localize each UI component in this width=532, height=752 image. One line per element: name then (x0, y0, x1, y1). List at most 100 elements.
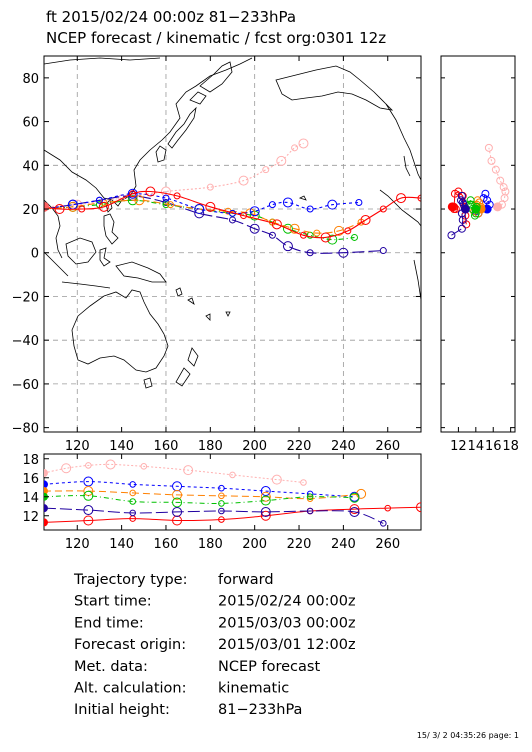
map-y-tick-label: 0 (31, 247, 39, 262)
map-y-tick-label: 60 (22, 116, 39, 131)
map-x-tick-label: 160 (154, 439, 179, 454)
map-x-tick-label: 240 (331, 439, 356, 454)
height-line-t5 (44, 507, 384, 524)
info-value: NCEP forecast (218, 659, 320, 675)
info-label: End time: (74, 615, 144, 631)
height-marker-t5 (349, 506, 360, 517)
right-marker-t6 (491, 165, 500, 174)
right-marker-t2 (481, 189, 490, 198)
trajectory-marker-t6 (206, 183, 214, 191)
map-x-tick-label: 220 (287, 439, 312, 454)
height-marker-t1 (218, 516, 225, 523)
trajectory-marker-t1 (379, 205, 387, 213)
trajectory-map-panel: 120 140 160 180 200 220 240 260806040200−20−40−… (12, 55, 422, 454)
coastlines (44, 57, 421, 389)
height-marker-t2 (218, 484, 225, 492)
trajectory-marker-t2 (194, 204, 205, 215)
right-marker-t5 (458, 198, 467, 207)
trajectory-marker-t5 (306, 249, 314, 257)
height-marker-t5 (380, 520, 387, 527)
trajectory-marker-t6 (160, 186, 171, 197)
height-x-tick-label: 220 (287, 537, 312, 552)
height-marker-t1 (349, 504, 360, 515)
map-y-tick-label: 20 (22, 203, 39, 218)
trajectory-marker-t4 (350, 233, 358, 241)
height-start-t2 (44, 480, 48, 489)
height-marker-t3 (218, 492, 225, 500)
height-marker-t6 (61, 463, 72, 474)
info-value: 81−233hPa (218, 702, 302, 718)
height-start-t1 (44, 518, 48, 527)
trajectory-marker-t4 (282, 223, 293, 234)
trajectory-marker-t2 (282, 197, 293, 208)
right-marker-t6 (496, 176, 505, 185)
trajectory-marker-t1 (240, 212, 248, 220)
height-x-tick-label: 160 (154, 537, 179, 552)
trajectory-info: Trajectory type: forward Start time: 2015/0… (73, 572, 356, 718)
info-label: Trajectory type: (73, 572, 187, 588)
height-x-tick-label: 200 (242, 537, 267, 552)
right-panel: 12 14 16 18 (440, 55, 519, 454)
trajectory-marker-t2 (249, 206, 260, 217)
height-marker-t6 (105, 459, 116, 470)
trajectory-marker-t1 (173, 192, 181, 200)
trajectory-marker-t3 (67, 201, 78, 212)
height-marker-t4 (260, 495, 271, 506)
height-line-t6 (44, 463, 304, 483)
height-marker-t2 (129, 481, 137, 488)
trajectory-marker-t1 (54, 204, 65, 215)
right-marker-t2 (485, 200, 494, 209)
height-marker-t3 (172, 489, 183, 500)
right-marker-t3 (475, 198, 484, 207)
trajectory-marker-t1 (129, 190, 137, 198)
trajectory-marker-t6 (262, 166, 270, 174)
height-marker-t3 (306, 495, 314, 502)
trajectory-marker-t5 (162, 198, 170, 206)
right-marker-t1 (451, 205, 460, 214)
right-x-tick-label: 16 (485, 439, 502, 454)
map-x-tick-label: 180 (198, 439, 223, 454)
right-marker-t6 (501, 187, 510, 196)
right-marker-t5 (458, 215, 467, 224)
map-axis-ticks: 120 140 160 180 200 220 240 260806040200−20−40−… (12, 56, 421, 454)
height-marker-t5 (306, 507, 314, 515)
map-trajectories (44, 138, 421, 258)
trajectory-marker-t1 (78, 205, 86, 213)
height-line-t4 (44, 495, 355, 504)
footer-timestamp: 15/ 3/ 2 04:35:26 page: 1 (417, 731, 519, 740)
trajectory-line-t2 (44, 193, 359, 215)
info-label: Met. data: (74, 659, 148, 675)
right-marker-t4 (466, 196, 475, 205)
height-marker-t4 (83, 490, 94, 501)
height-start-t5 (44, 504, 48, 513)
right-panel-trajectories (447, 143, 510, 240)
map-y-tick-label: −80 (12, 422, 39, 437)
trajectory-marker-t5 (229, 216, 236, 224)
map-x-tick-label: 200 (242, 439, 267, 454)
info-value: 2015/03/01 12:00z (218, 637, 356, 653)
height-marker-t3 (260, 491, 271, 502)
right-marker-t6 (499, 183, 508, 192)
height-line-t2 (44, 481, 355, 498)
height-marker-t6 (85, 462, 92, 469)
height-marker-t1 (83, 515, 94, 526)
trajectory-marker-t6 (291, 144, 299, 152)
height-x-tick-label: 180 (198, 537, 223, 552)
trajectory-marker-t2 (127, 188, 138, 199)
height-start-t6 (44, 469, 48, 477)
height-marker-t5 (260, 506, 271, 517)
trajectory-marker-t5 (379, 247, 387, 255)
trajectory-marker-t1 (145, 186, 156, 197)
height-line-t3 (44, 490, 362, 500)
trajectory-marker-t6 (276, 155, 287, 166)
trajectory-marker-t3 (289, 223, 300, 234)
height-marker-t1 (384, 504, 392, 512)
right-marker-t6 (487, 156, 496, 165)
info-value: forward (218, 572, 274, 588)
height-x-tick-label: 240 (331, 537, 356, 552)
height-marker-t6 (229, 471, 236, 479)
trajectory-marker-t1 (396, 193, 407, 204)
right-marker-t5 (447, 231, 456, 240)
height-y-tick-label: 14 (22, 491, 39, 506)
map-y-tick-label: 40 (22, 159, 39, 174)
